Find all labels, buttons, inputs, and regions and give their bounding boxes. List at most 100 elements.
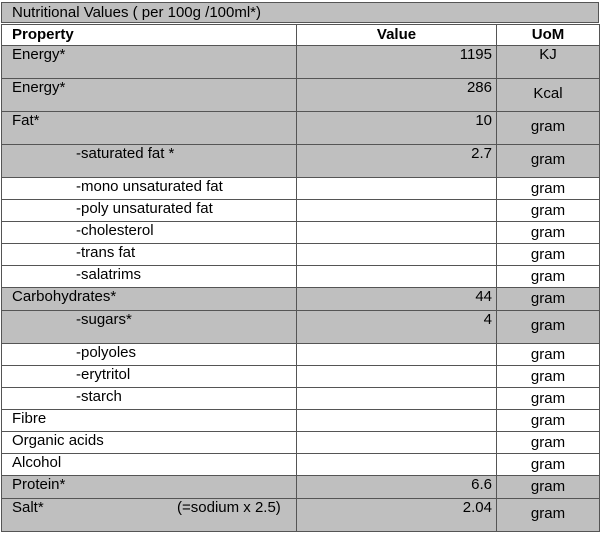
header-property: Property bbox=[1, 24, 297, 46]
property-cell: Energy* bbox=[1, 45, 297, 79]
uom-cell: Kcal bbox=[496, 78, 600, 112]
property-cell: -cholesterol bbox=[1, 221, 297, 244]
uom-cell: gram bbox=[496, 144, 600, 178]
uom-cell: gram bbox=[496, 475, 600, 499]
value-cell: 10 bbox=[296, 111, 497, 145]
table-title: Nutritional Values ( per 100g /100ml*) bbox=[1, 2, 599, 23]
uom-cell: gram bbox=[496, 177, 600, 200]
property-cell: -poly unsaturated fat bbox=[1, 199, 297, 222]
property-note: (=sodium x 2.5) bbox=[177, 499, 281, 517]
value-cell bbox=[296, 199, 497, 222]
table-row: -starch gram bbox=[1, 387, 600, 410]
value-cell: 4 bbox=[296, 310, 497, 344]
property-label: Energy* bbox=[12, 79, 66, 97]
value-cell: 1195 bbox=[296, 45, 497, 79]
value-cell bbox=[296, 243, 497, 266]
value-cell bbox=[296, 409, 497, 432]
property-label: Fat* bbox=[12, 112, 40, 130]
table-row: Organic acids gram bbox=[1, 431, 600, 454]
table-row: Fat* 10 gram bbox=[1, 111, 600, 145]
table-row: -salatrims gram bbox=[1, 265, 600, 288]
uom-cell: gram bbox=[496, 453, 600, 476]
value-cell: 286 bbox=[296, 78, 497, 112]
property-cell: Carbohydrates* bbox=[1, 287, 297, 311]
uom-cell: gram bbox=[496, 287, 600, 311]
property-cell: -sugars* bbox=[1, 310, 297, 344]
property-cell: Fat* bbox=[1, 111, 297, 145]
uom-cell: gram bbox=[496, 243, 600, 266]
property-cell: Fibre bbox=[1, 409, 297, 432]
property-cell: -polyoles bbox=[1, 343, 297, 366]
property-label: -mono unsaturated fat bbox=[76, 178, 223, 196]
property-label: Fibre bbox=[12, 410, 47, 428]
table-row: -saturated fat * 2.7 gram bbox=[1, 144, 600, 178]
value-cell bbox=[296, 221, 497, 244]
property-cell: -mono unsaturated fat bbox=[1, 177, 297, 200]
uom-cell: gram bbox=[496, 221, 600, 244]
table-row: Alcohol gram bbox=[1, 453, 600, 476]
table-row: Energy* 1195 KJ bbox=[1, 45, 600, 79]
uom-cell: gram bbox=[496, 111, 600, 145]
table-row: -cholesterol gram bbox=[1, 221, 600, 244]
property-cell: -erytritol bbox=[1, 365, 297, 388]
property-label: -erytritol bbox=[76, 366, 131, 384]
value-cell bbox=[296, 453, 497, 476]
value-cell bbox=[296, 265, 497, 288]
property-label: -saturated fat * bbox=[76, 145, 175, 163]
uom-cell: gram bbox=[496, 387, 600, 410]
table-row: -poly unsaturated fat gram bbox=[1, 199, 600, 222]
property-label: -cholesterol bbox=[76, 222, 154, 240]
table-row: Protein* 6.6 gram bbox=[1, 475, 600, 499]
header-uom: UoM bbox=[496, 24, 600, 46]
property-cell: -salatrims bbox=[1, 265, 297, 288]
value-cell: 2.7 bbox=[296, 144, 497, 178]
property-label: -starch bbox=[76, 388, 122, 406]
property-cell: Energy* bbox=[1, 78, 297, 112]
value-cell bbox=[296, 365, 497, 388]
table-row: Salt* (=sodium x 2.5) 2.04 gram bbox=[1, 498, 600, 532]
property-cell: Salt* (=sodium x 2.5) bbox=[1, 498, 297, 532]
uom-cell: gram bbox=[496, 409, 600, 432]
property-cell: -trans fat bbox=[1, 243, 297, 266]
property-label: -salatrims bbox=[76, 266, 142, 284]
property-label: Carbohydrates* bbox=[12, 288, 117, 306]
property-label: Organic acids bbox=[12, 432, 104, 450]
property-label: -polyoles bbox=[76, 344, 137, 362]
uom-cell: gram bbox=[496, 431, 600, 454]
property-label: -poly unsaturated fat bbox=[76, 200, 213, 218]
property-cell: Alcohol bbox=[1, 453, 297, 476]
table-row: -mono unsaturated fat gram bbox=[1, 177, 600, 200]
uom-cell: gram bbox=[496, 199, 600, 222]
property-label: -sugars* bbox=[76, 311, 132, 329]
value-cell bbox=[296, 177, 497, 200]
property-label: Alcohol bbox=[12, 454, 62, 472]
property-cell: Organic acids bbox=[1, 431, 297, 454]
property-cell: Protein* bbox=[1, 475, 297, 499]
property-label: Protein* bbox=[12, 476, 66, 494]
header-value: Value bbox=[296, 24, 497, 46]
property-cell: -starch bbox=[1, 387, 297, 410]
value-cell bbox=[296, 343, 497, 366]
uom-cell: gram bbox=[496, 343, 600, 366]
uom-cell: gram bbox=[496, 265, 600, 288]
value-cell: 6.6 bbox=[296, 475, 497, 499]
property-label: Energy* bbox=[12, 46, 66, 64]
table-row: -polyoles gram bbox=[1, 343, 600, 366]
table-row: -trans fat gram bbox=[1, 243, 600, 266]
value-cell bbox=[296, 431, 497, 454]
uom-cell: gram bbox=[496, 310, 600, 344]
table-row: -sugars* 4 gram bbox=[1, 310, 600, 344]
nutrition-table: Property Value UoM Energy* 1195 KJ Energy* 2… bbox=[1, 24, 600, 532]
uom-cell: gram bbox=[496, 365, 600, 388]
table-row: Carbohydrates* 44 gram bbox=[1, 287, 600, 311]
property-label: Salt* bbox=[12, 499, 44, 517]
table-row: Fibre gram bbox=[1, 409, 600, 432]
value-cell: 2.04 bbox=[296, 498, 497, 532]
property-label: -trans fat bbox=[76, 244, 136, 262]
value-cell bbox=[296, 387, 497, 410]
header-row: Property Value UoM bbox=[1, 24, 600, 46]
uom-cell: KJ bbox=[496, 45, 600, 79]
value-cell: 44 bbox=[296, 287, 497, 311]
uom-cell: gram bbox=[496, 498, 600, 532]
